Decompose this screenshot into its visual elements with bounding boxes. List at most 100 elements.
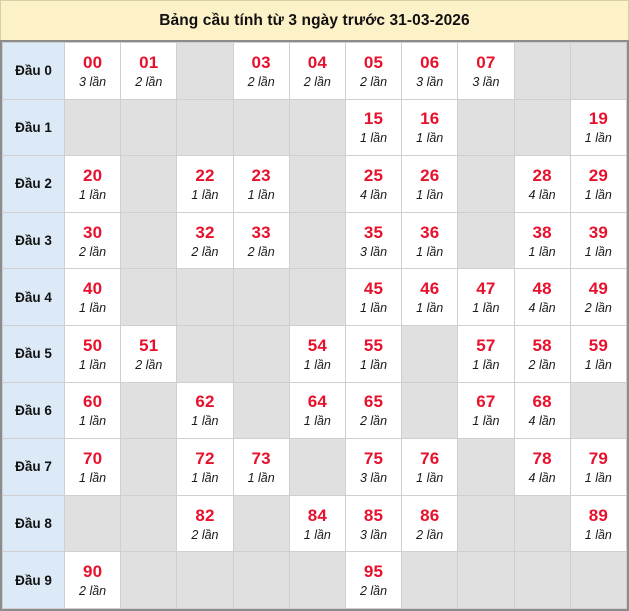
table-row: Đầu 3 30 2 lần 32 2 lần 33 2 lần 35 3 lần 36 1 lần…	[2, 211, 627, 270]
number-cell[interactable]: 86 2 lần	[401, 494, 459, 553]
number-cell[interactable]: 68 4 lần	[513, 381, 571, 440]
number-cell[interactable]: 75 3 lần	[344, 438, 403, 496]
number-cell-inner: 72 1 lần	[177, 439, 232, 495]
number-cell[interactable]: 16 1 lần	[401, 98, 459, 157]
number-cell[interactable]: 04 2 lần	[288, 42, 346, 100]
number-cell[interactable]: 03 2 lần	[232, 42, 290, 100]
row-label-dau-4: Đầu 4	[2, 268, 65, 326]
number-cell[interactable]: 20 1 lần	[63, 155, 122, 213]
number-cell[interactable]: 45 1 lần	[344, 268, 403, 326]
number-cell[interactable]: 64 1 lần	[288, 381, 346, 440]
number-cell[interactable]: 46 1 lần	[401, 268, 459, 326]
number-value: 54	[307, 335, 327, 355]
number-cell-inner: 25 4 lần	[346, 156, 401, 212]
number-cell[interactable]: 50 1 lần	[63, 324, 122, 383]
number-value: 19	[588, 109, 608, 129]
occurrence-count: 3 lần	[359, 244, 388, 259]
number-cell[interactable]: 58 2 lần	[513, 324, 571, 383]
row-label-dau-3: Đầu 3	[2, 211, 65, 270]
number-value: 50	[82, 335, 103, 355]
number-cell[interactable]: 15 1 lần	[344, 98, 403, 157]
number-value: 40	[82, 279, 103, 299]
empty-cell	[232, 98, 290, 157]
number-cell[interactable]: 54 1 lần	[288, 324, 346, 383]
occurrence-count: 1 lần	[584, 527, 612, 542]
number-value: 82	[195, 505, 215, 525]
row-label-dau-2: Đầu 2	[2, 155, 65, 213]
number-cell[interactable]: 22 1 lần	[176, 155, 234, 213]
number-cell[interactable]: 26 1 lần	[401, 155, 459, 213]
number-cell[interactable]: 36 1 lần	[401, 211, 459, 270]
number-cell[interactable]: 05 2 lần	[344, 42, 403, 100]
occurrence-count: 2 lần	[191, 527, 219, 542]
number-cell[interactable]: 79 1 lần	[569, 438, 627, 496]
number-cell[interactable]: 01 2 lần	[120, 42, 178, 100]
occurrence-count: 1 lần	[359, 131, 388, 146]
number-cell[interactable]: 28 4 lần	[513, 155, 571, 213]
number-cell[interactable]: 62 1 lần	[176, 381, 234, 440]
number-cell[interactable]: 07 3 lần	[457, 42, 515, 100]
number-cell[interactable]: 55 1 lần	[344, 324, 403, 383]
number-value: 38	[532, 222, 552, 242]
number-cell-inner: 00 3 lần	[65, 43, 120, 99]
number-cell[interactable]: 76 1 lần	[401, 438, 459, 496]
number-cell[interactable]: 60 1 lần	[63, 381, 122, 440]
number-value: 33	[251, 222, 271, 242]
number-cell[interactable]: 38 1 lần	[513, 211, 571, 270]
number-cell[interactable]: 85 3 lần	[344, 494, 403, 553]
number-value: 05	[363, 52, 384, 72]
row-label-dau-6: Đầu 6	[2, 381, 65, 440]
number-cell[interactable]: 47 1 lần	[457, 268, 515, 326]
number-value: 45	[363, 279, 384, 299]
number-cell[interactable]: 67 1 lần	[457, 381, 515, 440]
number-cell[interactable]: 70 1 lần	[63, 438, 122, 496]
number-cell-inner: 76 1 lần	[402, 439, 457, 495]
empty-cell	[120, 438, 178, 496]
number-cell-inner: 45 1 lần	[346, 269, 401, 325]
number-cell[interactable]: 59 1 lần	[569, 324, 627, 383]
number-cell[interactable]: 65 2 lần	[344, 381, 403, 440]
number-cell[interactable]: 72 1 lần	[176, 438, 234, 496]
number-cell-inner: 67 1 lần	[458, 383, 513, 439]
number-cell[interactable]: 78 4 lần	[513, 438, 571, 496]
number-cell[interactable]: 30 2 lần	[63, 211, 122, 270]
number-cell-inner: 58 2 lần	[515, 326, 570, 382]
number-cell[interactable]: 00 3 lần	[63, 42, 122, 100]
number-cell[interactable]: 40 1 lần	[63, 268, 122, 326]
number-value: 22	[195, 165, 215, 185]
number-cell[interactable]: 95 2 lần	[344, 551, 403, 609]
number-cell[interactable]: 06 3 lần	[401, 42, 459, 100]
number-cell[interactable]: 49 2 lần	[569, 268, 627, 326]
occurrence-count: 1 lần	[584, 244, 612, 259]
number-cell-inner: 23 1 lần	[234, 156, 289, 212]
number-cell[interactable]: 35 3 lần	[344, 211, 403, 270]
number-cell[interactable]: 84 1 lần	[288, 494, 346, 553]
number-cell-inner: 62 1 lần	[177, 383, 232, 439]
number-cell[interactable]: 19 1 lần	[569, 98, 627, 157]
number-cell[interactable]: 29 1 lần	[569, 155, 627, 213]
empty-cell	[457, 494, 515, 553]
number-value: 03	[251, 52, 271, 72]
number-cell[interactable]: 73 1 lần	[232, 438, 290, 496]
number-cell[interactable]: 48 4 lần	[513, 268, 571, 326]
number-cell[interactable]: 90 2 lần	[63, 551, 122, 609]
occurrence-count: 1 lần	[416, 131, 444, 146]
number-cell[interactable]: 57 1 lần	[457, 324, 515, 383]
occurrence-count: 4 lần	[528, 301, 556, 316]
number-cell[interactable]: 39 1 lần	[569, 211, 627, 270]
number-cell[interactable]: 89 1 lần	[569, 494, 627, 553]
empty-cell	[120, 381, 178, 440]
number-value: 49	[588, 279, 608, 299]
number-cell[interactable]: 82 2 lần	[176, 494, 234, 553]
occurrence-count: 1 lần	[528, 244, 556, 259]
number-cell[interactable]: 51 2 lần	[120, 324, 178, 383]
number-cell-inner: 57 1 lần	[458, 326, 513, 382]
table-row: Đầu 0 00 3 lần 01 2 lần 03 2 lần 04 2 lần 05 2 lần…	[2, 42, 627, 100]
number-cell[interactable]: 33 2 lần	[232, 211, 290, 270]
number-cell[interactable]: 25 4 lần	[344, 155, 403, 213]
number-cell[interactable]: 32 2 lần	[176, 211, 234, 270]
number-cell-inner: 22 1 lần	[177, 156, 232, 212]
number-value: 90	[82, 562, 103, 582]
number-cell[interactable]: 23 1 lần	[232, 155, 290, 213]
number-cell-inner: 90 2 lần	[65, 552, 120, 608]
